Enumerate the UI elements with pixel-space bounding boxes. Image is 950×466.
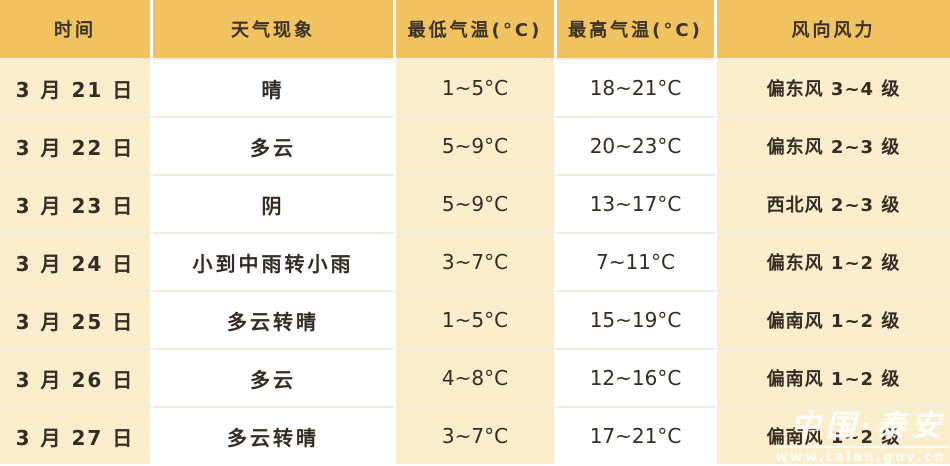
high-temp-cell: 15~19°C (557, 290, 717, 348)
column-header-weather: 天气现象 (153, 0, 396, 58)
high-temp-cell: 12~16°C (557, 348, 717, 406)
wind-cell: 西北风 2~3 级 (717, 174, 950, 232)
date-cell: 3 月 22 日 (0, 116, 153, 174)
table-header-row: 时间 天气现象 最低气温(°C) 最高气温(°C) 风向风力 (0, 0, 950, 58)
column-header-high-temp: 最高气温(°C) (557, 0, 717, 58)
high-temp-cell: 13~17°C (557, 174, 717, 232)
table-row: 3 月 22 日 多云 5~9°C 20~23°C 偏东风 2~3 级 (0, 116, 950, 174)
weather-cell: 小到中雨转小雨 (153, 232, 396, 290)
wind-cell: 偏东风 1~2 级 (717, 232, 950, 290)
table-row: 3 月 25 日 多云转晴 1~5°C 15~19°C 偏南风 1~2 级 (0, 290, 950, 348)
date-cell: 3 月 25 日 (0, 290, 153, 348)
table-row: 3 月 27 日 多云转晴 3~7°C 17~21°C 偏南风 1~2 级 (0, 406, 950, 464)
table-row: 3 月 24 日 小到中雨转小雨 3~7°C 7~11°C 偏东风 1~2 级 (0, 232, 950, 290)
weather-cell: 多云转晴 (153, 406, 396, 464)
wind-cell: 偏南风 1~2 级 (717, 348, 950, 406)
date-cell: 3 月 24 日 (0, 232, 153, 290)
low-temp-cell: 5~9°C (396, 174, 557, 232)
weather-cell: 多云转晴 (153, 290, 396, 348)
date-cell: 3 月 21 日 (0, 58, 153, 116)
column-header-time: 时间 (0, 0, 153, 58)
weather-cell: 多云 (153, 348, 396, 406)
weather-cell: 阴 (153, 174, 396, 232)
date-cell: 3 月 26 日 (0, 348, 153, 406)
column-header-low-temp: 最低气温(°C) (396, 0, 557, 58)
date-cell: 3 月 27 日 (0, 406, 153, 464)
weather-cell: 多云 (153, 116, 396, 174)
low-temp-cell: 3~7°C (396, 406, 557, 464)
table-row: 3 月 26 日 多云 4~8°C 12~16°C 偏南风 1~2 级 (0, 348, 950, 406)
column-header-wind: 风向风力 (717, 0, 950, 58)
table-row: 3 月 21 日 晴 1~5°C 18~21°C 偏东风 3~4 级 (0, 58, 950, 116)
low-temp-cell: 4~8°C (396, 348, 557, 406)
weather-cell: 晴 (153, 58, 396, 116)
wind-cell: 偏南风 1~2 级 (717, 406, 950, 464)
low-temp-cell: 1~5°C (396, 58, 557, 116)
low-temp-cell: 3~7°C (396, 232, 557, 290)
wind-cell: 偏东风 2~3 级 (717, 116, 950, 174)
wind-cell: 偏南风 1~2 级 (717, 290, 950, 348)
date-cell: 3 月 23 日 (0, 174, 153, 232)
table-row: 3 月 23 日 阴 5~9°C 13~17°C 西北风 2~3 级 (0, 174, 950, 232)
high-temp-cell: 20~23°C (557, 116, 717, 174)
high-temp-cell: 7~11°C (557, 232, 717, 290)
low-temp-cell: 1~5°C (396, 290, 557, 348)
high-temp-cell: 17~21°C (557, 406, 717, 464)
low-temp-cell: 5~9°C (396, 116, 557, 174)
wind-cell: 偏东风 3~4 级 (717, 58, 950, 116)
high-temp-cell: 18~21°C (557, 58, 717, 116)
